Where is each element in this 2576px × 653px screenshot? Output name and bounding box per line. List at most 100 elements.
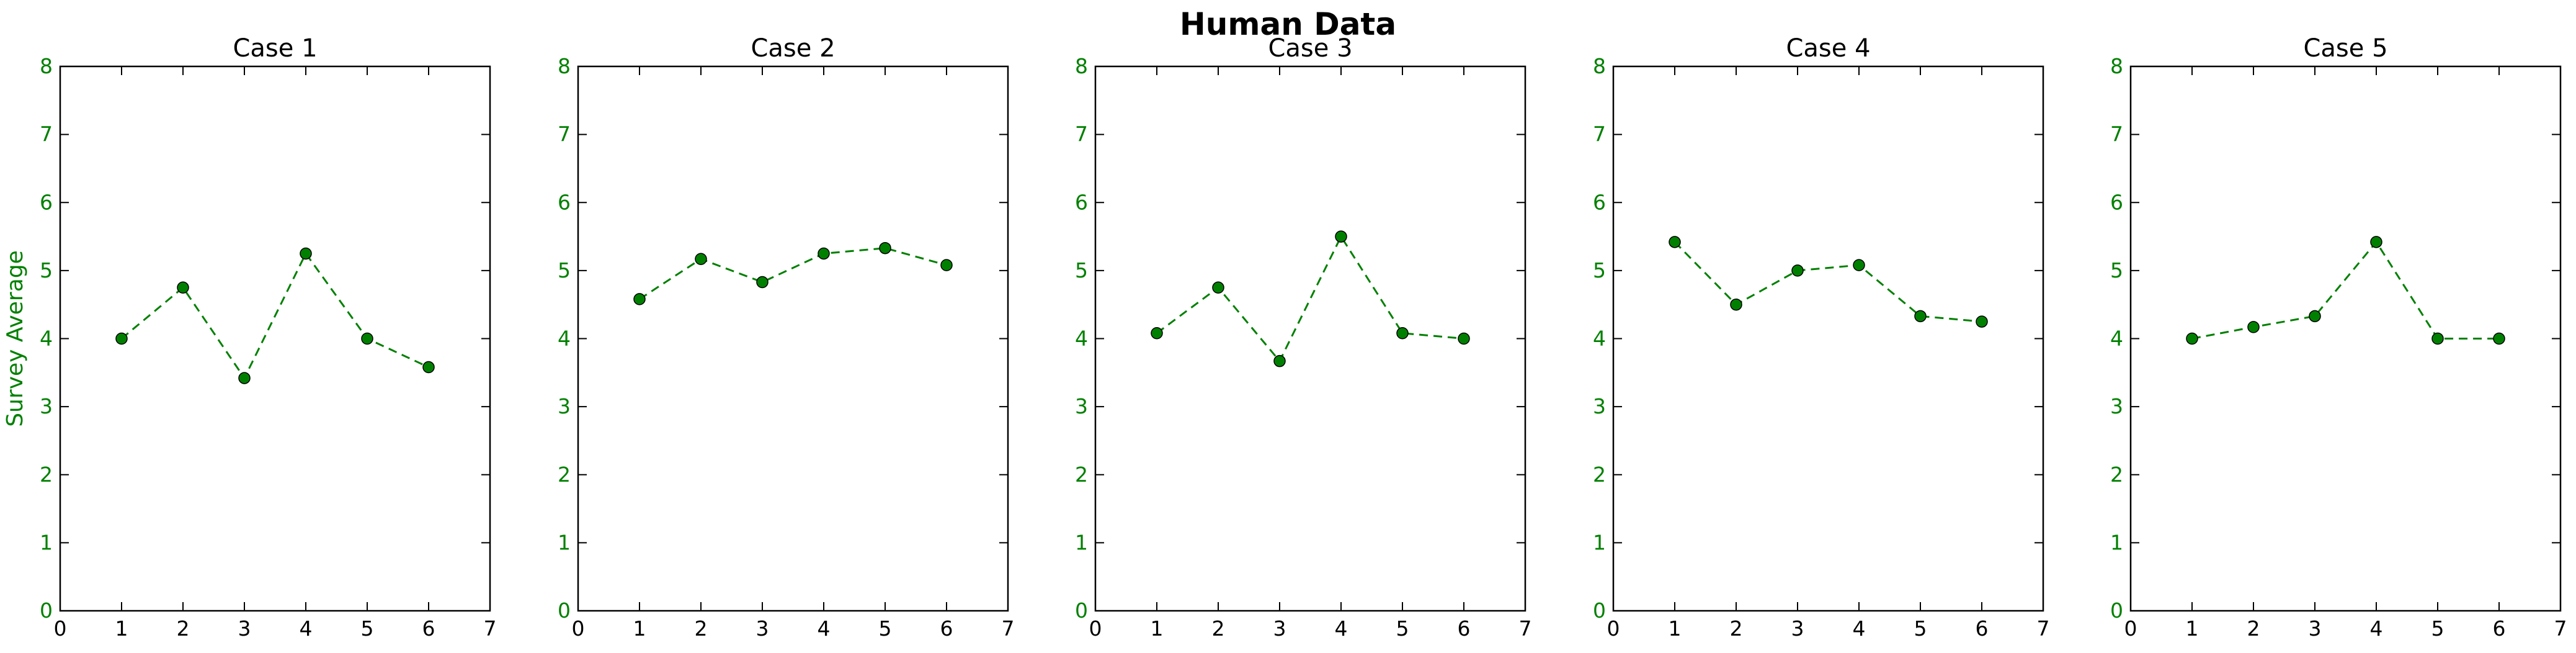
plot-frame xyxy=(1612,65,2044,612)
x-tick-label: 6 xyxy=(422,616,435,641)
series-line xyxy=(639,247,947,300)
y-tick-label: 3 xyxy=(1075,394,1088,418)
y-tick-label: 6 xyxy=(558,190,571,214)
data-point xyxy=(1914,310,1927,323)
y-tick-label: 7 xyxy=(2110,122,2123,146)
x-tick-label: 7 xyxy=(2037,616,2050,641)
panel-case-5: Case 5 0 1 2 3 4 5 6 7 0 1 2 3 4 5 6 7 8 xyxy=(2110,34,2567,641)
data-point xyxy=(2247,321,2260,333)
data-point xyxy=(115,332,128,345)
panel-case-4: Case 4 0 1 2 3 4 5 6 7 0 1 2 3 4 5 6 7 8 xyxy=(1593,34,2050,641)
x-tick-label: 5 xyxy=(1914,616,1927,641)
panel-title: Case 1 xyxy=(233,34,317,63)
x-tick-label: 2 xyxy=(2247,616,2260,641)
data-point xyxy=(1273,354,1286,367)
y-tick-label: 3 xyxy=(2110,394,2123,418)
y-tick-label: 8 xyxy=(558,54,571,78)
y-tick-label: 4 xyxy=(1593,326,1606,351)
y-tick-label: 6 xyxy=(1593,190,1606,214)
figure-suptitle: Human Data xyxy=(1179,6,1397,42)
data-point xyxy=(2186,332,2198,345)
data-point xyxy=(1791,264,1804,277)
panel-title: Case 2 xyxy=(751,34,835,63)
data-point xyxy=(1976,315,1988,328)
x-tick-label: 4 xyxy=(2370,616,2383,641)
x-tick-label: 3 xyxy=(1791,616,1804,641)
y-tick-label: 2 xyxy=(558,462,571,487)
series-line xyxy=(1156,235,1464,363)
data-point xyxy=(1335,230,1347,243)
x-tick-label: 7 xyxy=(1519,616,1532,641)
data-point xyxy=(940,259,953,271)
y-tick-label: 1 xyxy=(2110,530,2123,554)
data-point xyxy=(2309,310,2321,323)
panel-title: Case 5 xyxy=(2303,34,2387,63)
x-tick-label: 0 xyxy=(1089,616,1102,641)
x-tick-label: 2 xyxy=(695,616,708,641)
data-point xyxy=(818,247,830,260)
y-tick-label: 1 xyxy=(1593,530,1606,554)
y-tick-label: 0 xyxy=(1593,598,1606,623)
data-point xyxy=(1730,298,1742,311)
x-tick-label: 2 xyxy=(1730,616,1743,641)
x-tick-label: 1 xyxy=(2186,616,2199,641)
data-point xyxy=(1669,236,1681,248)
y-tick-label: 7 xyxy=(558,122,571,146)
data-point xyxy=(2370,236,2382,248)
x-tick-label: 2 xyxy=(177,616,190,641)
y-tick-label: 7 xyxy=(1075,122,1088,146)
x-tick-label: 1 xyxy=(1669,616,1682,641)
y-tick-label: 8 xyxy=(1075,54,1088,78)
plot-frame xyxy=(577,65,1009,612)
x-tick-label: 4 xyxy=(818,616,831,641)
data-point xyxy=(177,281,189,294)
y-axis-label: Survey Average xyxy=(2,250,28,427)
data-point xyxy=(756,276,769,289)
x-tick-label: 7 xyxy=(484,616,497,641)
x-tick-label: 5 xyxy=(361,616,374,641)
x-tick-label: 0 xyxy=(572,616,585,641)
y-tick-label: 0 xyxy=(1075,598,1088,623)
x-tick-label: 3 xyxy=(756,616,769,641)
y-tick-label: 2 xyxy=(40,462,53,487)
x-tick-label: 2 xyxy=(1212,616,1225,641)
data-point xyxy=(422,361,435,374)
x-tick-label: 6 xyxy=(940,616,953,641)
plot-frame xyxy=(2129,65,2562,612)
y-tick-label: 3 xyxy=(558,394,571,418)
y-tick-label: 2 xyxy=(1593,462,1606,487)
data-point xyxy=(879,241,891,254)
data-point xyxy=(2493,332,2505,345)
y-tick-label: 2 xyxy=(2110,462,2123,487)
x-tick-label: 0 xyxy=(54,616,67,641)
panel-title: Case 3 xyxy=(1268,34,1352,63)
data-point xyxy=(1458,332,1470,345)
y-tick-label: 5 xyxy=(558,258,571,282)
data-point xyxy=(2431,332,2444,345)
plot-frame xyxy=(59,65,491,612)
x-tick-label: 3 xyxy=(238,616,251,641)
plot-frame xyxy=(1094,65,1526,612)
data-point xyxy=(238,372,251,384)
y-tick-label: 8 xyxy=(40,54,53,78)
y-tick-label: 6 xyxy=(2110,190,2123,214)
y-tick-label: 4 xyxy=(40,326,53,351)
data-point xyxy=(1212,281,1224,294)
data-point xyxy=(1151,326,1163,340)
x-tick-label: 1 xyxy=(115,616,128,641)
series-line xyxy=(121,251,429,381)
y-tick-label: 8 xyxy=(2110,54,2123,78)
y-tick-label: 1 xyxy=(1075,530,1088,554)
y-tick-label: 4 xyxy=(1075,326,1088,351)
data-point xyxy=(1853,259,1865,271)
data-point xyxy=(361,332,373,345)
x-tick-label: 6 xyxy=(1976,616,1989,641)
y-tick-label: 0 xyxy=(558,598,571,623)
y-tick-label: 7 xyxy=(1593,122,1606,146)
x-tick-label: 0 xyxy=(1607,616,1620,641)
y-tick-label: 3 xyxy=(40,394,53,418)
data-point xyxy=(1396,326,1409,340)
panel-title: Case 4 xyxy=(1786,34,1870,63)
x-tick-label: 6 xyxy=(1458,616,1471,641)
x-tick-label: 4 xyxy=(1335,616,1348,641)
